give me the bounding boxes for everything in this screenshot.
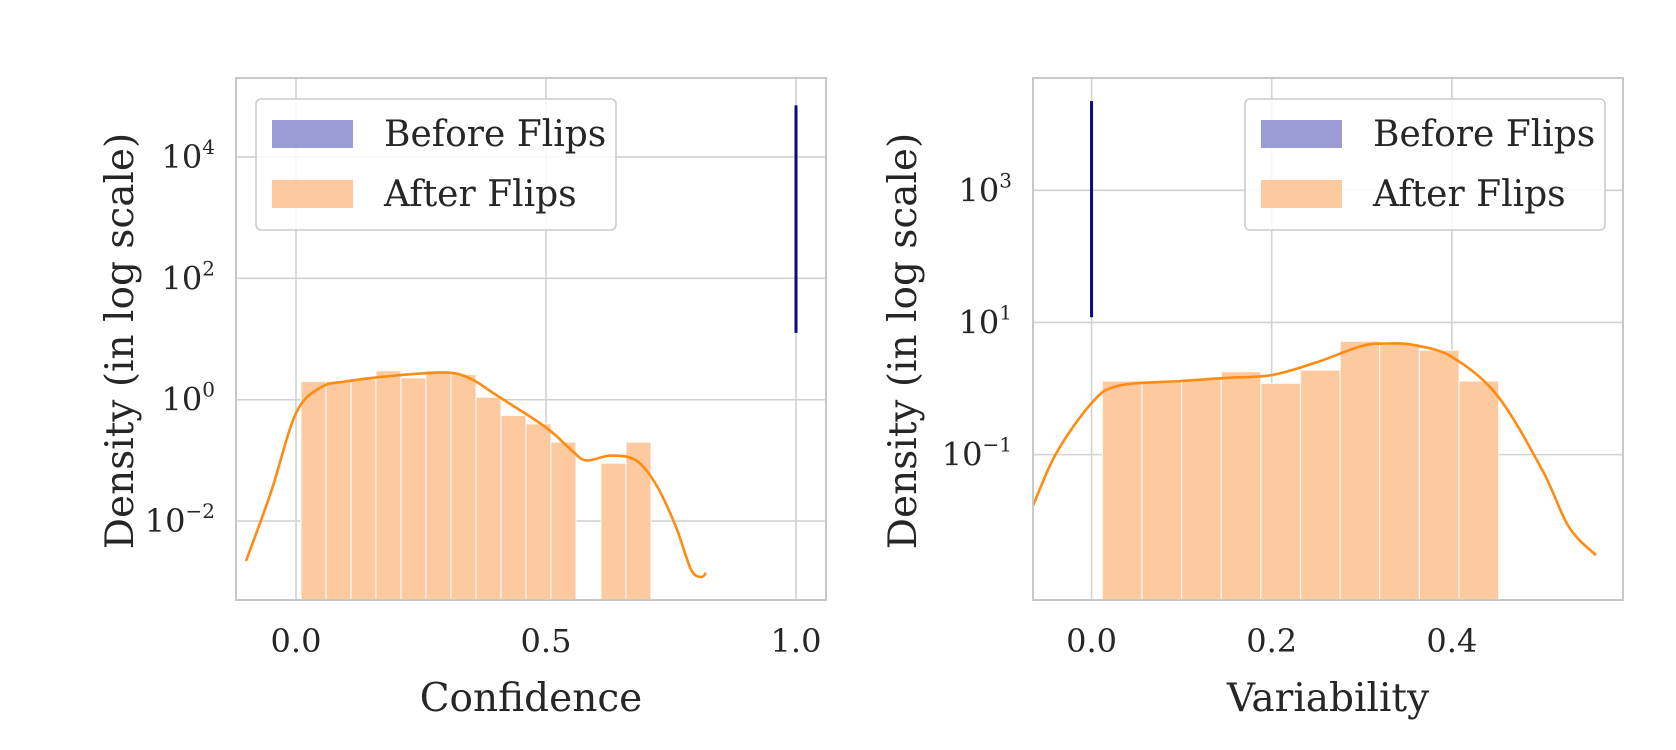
y-tick-label: 10−2 [145,499,215,540]
after-flips-bar [1379,342,1421,600]
y-axis-label: Density (in log scale) [98,133,143,549]
legend-label: Before Flips [384,114,606,155]
after-flips-bar [300,380,327,600]
after-flips-bar [325,380,352,600]
after-flips-bar [1339,340,1381,600]
x-tick-label: 0.0 [1066,622,1117,660]
y-tick-label: 10−1 [942,433,1012,474]
y-tick-label: 102 [162,256,215,297]
after-flips-kde-line [244,371,707,579]
legend-label: After Flips [383,174,577,215]
y-tick-label: 100 [162,378,215,419]
after-flips-bar [625,441,652,600]
after-flips-bar [1260,382,1302,600]
plot-frame [1032,77,1624,601]
y-tick-label: 103 [959,168,1012,209]
legend-swatch-before [272,120,353,148]
after-flips-kde-line [1033,342,1597,557]
after-flips-bar [525,423,552,600]
after-flips-bar [475,396,502,600]
after-flips-bar [500,414,527,600]
confidence-chart: 0.0 0.5 1.0 104 102 100 10−2 Confidence Density … [98,77,827,721]
legend: Before Flips After Flips [1244,98,1606,231]
legend-swatch-after [272,180,353,208]
x-axis-label: Variability [1226,676,1429,721]
x-tick-label: 0.4 [1426,622,1477,660]
x-tick-label: 0.0 [271,622,322,660]
after-flips-bars [1101,340,1500,600]
legend-swatch-after [1261,180,1342,208]
after-flips-bar [350,378,377,600]
variability-chart: 0.0 0.2 0.4 103 101 10−1 Variability Density (i… [881,77,1624,721]
after-flips-bar [1299,369,1341,600]
legend-label: After Flips [1372,174,1566,215]
after-flips-bar [1418,349,1460,600]
after-flips-bars [300,370,652,600]
y-tick-label: 101 [959,300,1012,341]
x-tick-label: 0.2 [1246,622,1297,660]
x-tick-label: 1.0 [771,622,822,660]
legend-swatch-before [1261,120,1342,148]
y-tick-label: 104 [162,135,215,176]
after-flips-bar [1458,380,1500,600]
after-flips-bar [1220,371,1262,600]
legend-label: Before Flips [1373,114,1595,155]
x-axis-label: Confidence [420,676,643,721]
after-flips-bar [1101,380,1143,600]
after-flips-bar [600,462,627,600]
after-flips-bar [550,441,577,600]
plot-frame [235,77,827,601]
legend: Before Flips After Flips [255,98,617,231]
after-flips-bar [400,377,427,600]
after-flips-bar [375,370,402,600]
x-tick-label: 0.5 [521,622,572,660]
y-axis-label: Density (in log scale) [881,133,926,549]
after-flips-bar [1141,380,1183,600]
after-flips-bar [1181,378,1222,600]
